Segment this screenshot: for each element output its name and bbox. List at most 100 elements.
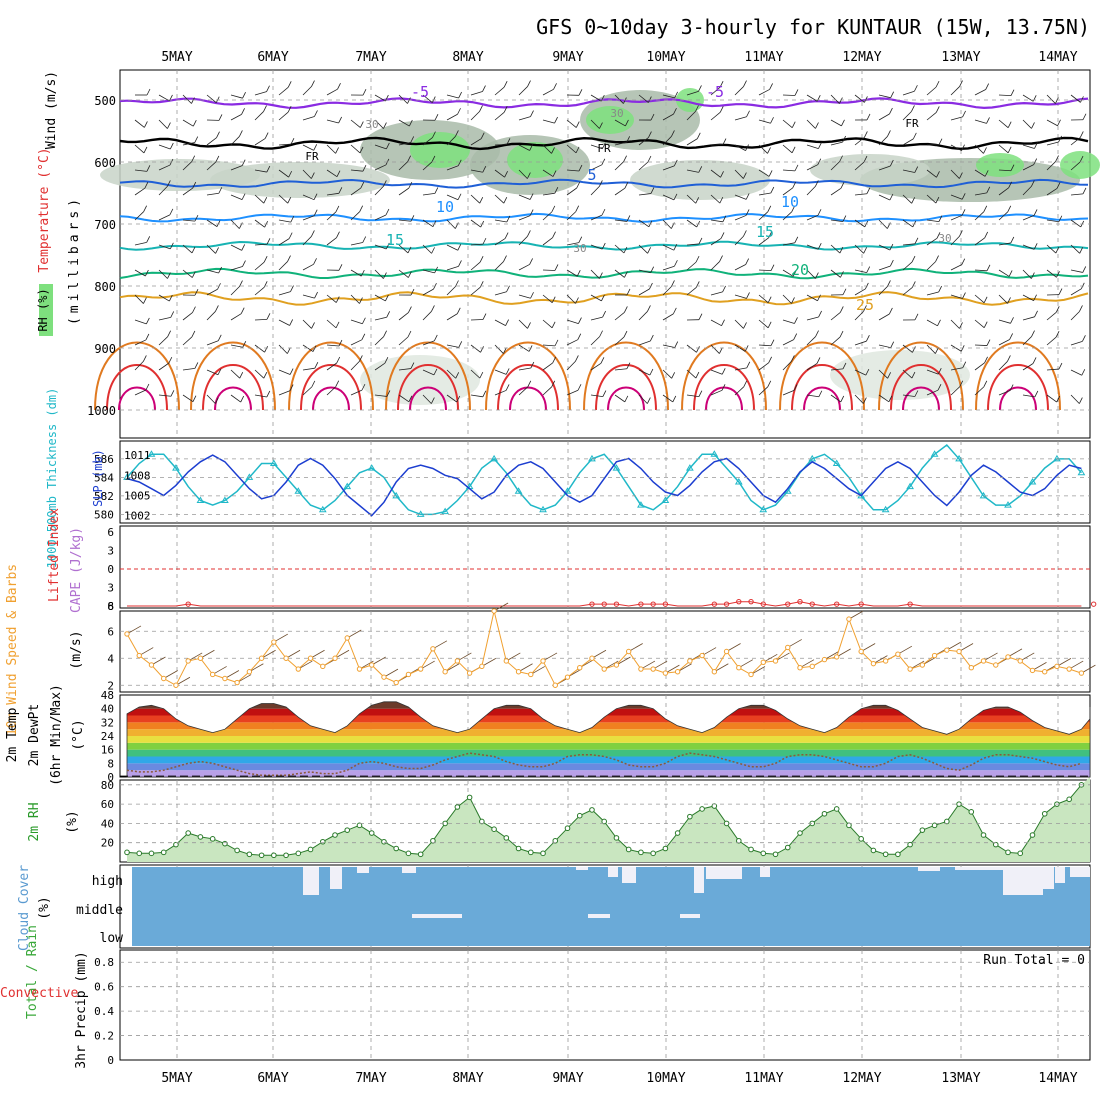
date-label-bottom: 7MAY <box>355 1071 386 1086</box>
wind-barb <box>279 220 291 222</box>
wind-barb-flag <box>936 106 939 112</box>
wind-barb <box>519 295 531 298</box>
cloud-high-block <box>1003 867 1043 895</box>
wind-barb-flag <box>963 111 966 117</box>
wind-barb <box>807 317 819 320</box>
rh2m-point <box>577 813 582 818</box>
wind-barb-flag <box>647 398 650 404</box>
rh2m-point <box>883 852 888 857</box>
temp-band <box>120 722 1090 729</box>
date-label-bottom: 14MAY <box>1038 1071 1077 1086</box>
cloud-high-block <box>622 867 636 883</box>
wind-barb-flag <box>575 355 578 361</box>
cloud-high-block <box>1042 867 1054 889</box>
wind-barb-flag <box>455 280 458 286</box>
wind-barb <box>135 390 146 395</box>
wind-barb-flag <box>267 391 270 397</box>
wind-barb-flag <box>267 238 270 244</box>
contour-label: 30 <box>938 232 951 245</box>
wind10-point <box>994 663 998 667</box>
wind-barb-flag <box>770 83 773 89</box>
rh2m-point <box>320 839 325 844</box>
wind10-point <box>137 653 141 657</box>
wind10-point <box>480 664 484 668</box>
wind-barb-flag <box>840 306 843 312</box>
ylabel-precip: 3hr Precip (mm) <box>74 951 89 1068</box>
wind-barb-flag <box>338 83 341 89</box>
wind10-point <box>553 683 557 687</box>
date-label-bottom: 12MAY <box>842 1071 881 1086</box>
rh2m-point <box>761 851 766 856</box>
wind-barb-flag <box>1079 305 1082 311</box>
wind-barb <box>567 361 575 370</box>
wind-barb <box>471 112 479 120</box>
temp-band <box>120 750 1090 757</box>
rh2m-point <box>455 805 460 810</box>
wind-barb-flag <box>265 133 268 139</box>
wind-barb-flag <box>816 331 819 337</box>
wind-barb <box>471 345 481 352</box>
wind10-point <box>1030 668 1034 672</box>
wind10-point <box>186 659 190 663</box>
rh2m-point <box>675 831 680 836</box>
wind-barb-flag <box>192 331 195 337</box>
wind-barb-flag <box>675 342 678 348</box>
rh2m-point <box>161 850 166 855</box>
wind-barb <box>1071 220 1081 227</box>
contour-label: FR <box>905 117 919 130</box>
wind-barb <box>663 345 675 348</box>
contour-label: 30 <box>365 118 378 131</box>
rh2m-point <box>871 848 876 853</box>
ytick-pressure: 500 <box>94 94 116 108</box>
wind-barb <box>783 212 792 220</box>
wind-barb <box>183 337 192 345</box>
contour-label: 15 <box>756 223 774 241</box>
ylabel-total-rain: Total / Rain <box>25 925 40 1019</box>
wind-barb-flag <box>696 346 699 352</box>
rh-shading <box>360 355 480 405</box>
rh2m-point <box>908 842 913 847</box>
rh2m-point <box>688 814 693 819</box>
wind-barb-flag <box>699 391 702 397</box>
wind-barb-flag <box>650 369 653 375</box>
wind10-line <box>127 611 1081 685</box>
wind-barb-flag <box>1008 206 1011 212</box>
wind-barb-flag <box>147 236 150 242</box>
wind-barb-flag <box>1079 398 1082 404</box>
wind-barb-flag <box>939 286 942 292</box>
ylabel-convective: Convective <box>0 986 78 1001</box>
wind-barb-flag <box>720 256 723 262</box>
wind-barb-flag <box>794 334 797 340</box>
wind-barb <box>159 317 171 320</box>
wind-barb <box>231 114 242 120</box>
date-label-top: 5MAY <box>161 50 192 65</box>
wind-barb-flag <box>1032 331 1035 337</box>
wind-barb-flag <box>698 85 701 91</box>
wind-barb-flag <box>170 209 173 215</box>
wind-barb-flag <box>506 384 509 390</box>
contour-label: 15 <box>386 231 404 249</box>
wind-barb <box>375 270 383 279</box>
wind-barb <box>351 120 360 128</box>
wind-barb-flag <box>480 197 483 203</box>
wind-barb <box>207 311 215 320</box>
wind-barb-flag <box>336 232 339 238</box>
wind-barb <box>927 292 939 295</box>
wind-barb-flag <box>840 331 843 337</box>
wind10-point <box>1079 671 1083 675</box>
wind-barb <box>399 188 409 195</box>
wind-barb <box>615 188 625 195</box>
wind-barb <box>231 345 243 347</box>
wind-barb-flag <box>915 238 918 244</box>
wind-barb <box>327 145 336 153</box>
wind-barb <box>231 395 241 402</box>
wind10-point <box>639 667 643 671</box>
wind-barb-flag <box>1033 95 1036 101</box>
wind10-point <box>455 659 459 663</box>
wind-barb <box>447 345 459 347</box>
wind-barb <box>1023 120 1031 128</box>
isotherm-line <box>120 292 1088 305</box>
contour-label: -5 <box>411 83 429 101</box>
wind-barb-flag <box>768 381 771 387</box>
